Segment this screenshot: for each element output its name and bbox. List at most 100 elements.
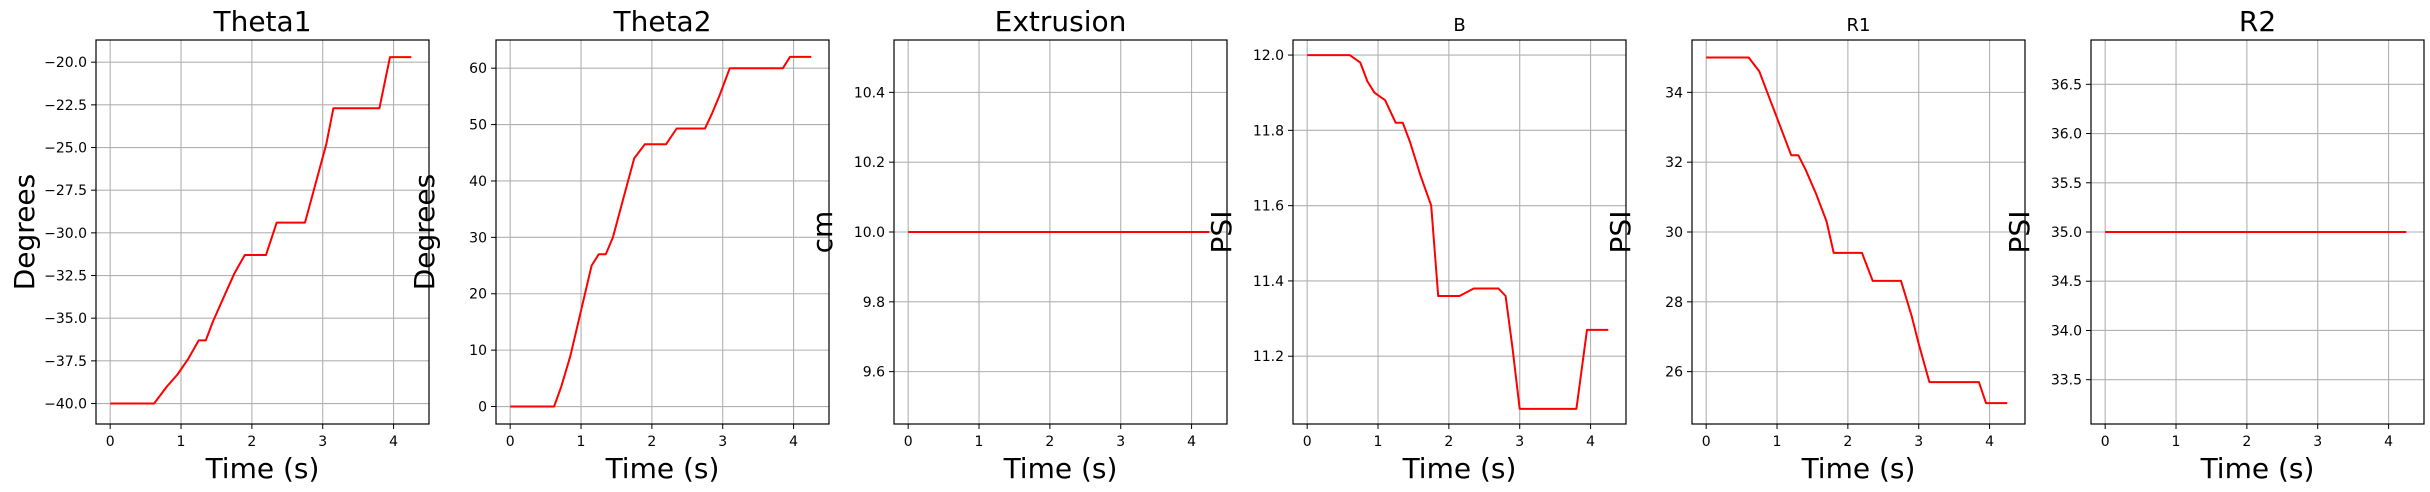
x-tick-label: 1 xyxy=(577,434,586,450)
y-tick-label: −35.0 xyxy=(44,311,87,327)
x-axis-label: Time (s) xyxy=(2200,452,2315,485)
x-tick-label: 0 xyxy=(506,434,515,450)
y-axis-label: Degrees xyxy=(408,174,441,291)
y-tick-label: 9.8 xyxy=(863,295,885,311)
x-tick-label: 2 xyxy=(2242,434,2251,450)
y-tick-label: −30.0 xyxy=(44,226,87,242)
y-tick-label: 60 xyxy=(469,61,487,77)
x-axis-label: Time (s) xyxy=(1003,452,1118,485)
y-tick-label: 20 xyxy=(469,287,487,303)
y-tick-label: 28 xyxy=(1665,295,1683,311)
x-tick-label: 4 xyxy=(389,434,398,450)
x-axis-label: Time (s) xyxy=(1801,452,1916,485)
y-tick-label: 12.0 xyxy=(1253,48,1284,64)
panel-title: Extrusion xyxy=(995,5,1127,38)
y-axis-label: PSI xyxy=(1604,211,1637,254)
y-tick-label: 30 xyxy=(1665,225,1683,241)
panel-1: 0 1 2 3 4 −40.0 −37.5 −35.0 −32.5 −30.0 −27.5 −25.0… xyxy=(8,5,430,485)
x-tick-label: 4 xyxy=(789,434,798,450)
panel-title: Theta1 xyxy=(212,5,311,38)
x-tick-label: 4 xyxy=(1985,434,1994,450)
y-axis-label: PSI xyxy=(1205,211,1238,254)
panel-4: 0 1 2 3 4 11.2 11.4 11.6 11.8 12.0 B Time (s) PSI xyxy=(1205,15,1627,485)
x-tick-label: 2 xyxy=(247,434,256,450)
panel-title: B xyxy=(1453,15,1465,36)
plot-frame xyxy=(1292,39,1627,425)
y-tick-label: 34.0 xyxy=(2051,323,2082,339)
series-line xyxy=(110,56,412,405)
y-tick-label: 26 xyxy=(1665,365,1683,381)
x-tick-label: 2 xyxy=(647,434,656,450)
y-tick-label: 30 xyxy=(469,230,487,246)
series-line xyxy=(1706,56,2008,405)
x-tick-label: 0 xyxy=(106,434,115,450)
plot-frame xyxy=(495,39,830,425)
x-tick-label: 3 xyxy=(718,434,727,450)
x-tick-label: 0 xyxy=(1303,434,1312,450)
y-axis-label: PSI xyxy=(2003,211,2036,254)
x-axis-label: Time (s) xyxy=(605,452,720,485)
x-tick-label: 3 xyxy=(2313,434,2322,450)
y-tick-label: 36.5 xyxy=(2051,77,2082,93)
x-tick-label: 4 xyxy=(1586,434,1595,450)
y-tick-label: −22.5 xyxy=(44,98,87,114)
y-tick-label: 36.0 xyxy=(2051,127,2082,143)
y-tick-label: 10.0 xyxy=(854,225,885,241)
y-tick-label: −25.0 xyxy=(44,141,87,157)
y-tick-label: −27.5 xyxy=(44,183,87,199)
y-tick-label: 0 xyxy=(478,400,487,416)
panel-3: 0 1 2 3 4 9.6 9.8 10.0 10.2 10.4 Extrusion Time (s)… xyxy=(806,5,1228,485)
y-tick-label: −32.5 xyxy=(44,269,87,285)
panel-title: R1 xyxy=(1847,15,1871,36)
y-tick-label: −20.0 xyxy=(44,55,87,71)
x-tick-label: 4 xyxy=(1187,434,1196,450)
y-tick-label: 10.4 xyxy=(854,85,885,101)
x-tick-label: 2 xyxy=(1444,434,1453,450)
y-tick-label: 34.5 xyxy=(2051,274,2082,290)
y-tick-label: 9.6 xyxy=(863,365,885,381)
x-tick-label: 1 xyxy=(2172,434,2181,450)
y-tick-label: 35.0 xyxy=(2051,225,2082,241)
y-tick-label: −40.0 xyxy=(44,397,87,413)
x-axis-label: Time (s) xyxy=(1402,452,1517,485)
x-tick-label: 3 xyxy=(1515,434,1524,450)
x-tick-label: 1 xyxy=(975,434,984,450)
plot-frame xyxy=(95,39,430,425)
y-tick-label: 33.5 xyxy=(2051,373,2082,389)
y-tick-label: 32 xyxy=(1665,155,1683,171)
panel-6: 0 1 2 3 4 33.5 34.0 34.5 35.0 35.5 36.0 36.5 R2 Time … xyxy=(2003,5,2425,485)
y-tick-label: 11.8 xyxy=(1253,123,1284,139)
y-tick-label: 50 xyxy=(469,118,487,134)
x-tick-label: 3 xyxy=(1116,434,1125,450)
y-tick-label: 35.5 xyxy=(2051,176,2082,192)
panel-title: R2 xyxy=(2239,5,2276,38)
x-tick-label: 1 xyxy=(1374,434,1383,450)
x-tick-label: 0 xyxy=(2101,434,2110,450)
y-axis-label: cm xyxy=(806,211,839,254)
y-tick-label: 40 xyxy=(469,174,487,190)
y-tick-label: −37.5 xyxy=(44,354,87,370)
y-tick-label: 34 xyxy=(1665,85,1683,101)
x-tick-label: 3 xyxy=(1914,434,1923,450)
x-tick-label: 3 xyxy=(318,434,327,450)
y-tick-label: 11.2 xyxy=(1253,349,1284,365)
y-tick-label: 11.6 xyxy=(1253,199,1284,215)
y-tick-label: 11.4 xyxy=(1253,274,1284,290)
series-line xyxy=(510,55,812,408)
x-tick-label: 1 xyxy=(177,434,186,450)
x-tick-label: 4 xyxy=(2384,434,2393,450)
x-axis-label: Time (s) xyxy=(205,452,320,485)
x-tick-label: 2 xyxy=(1045,434,1054,450)
x-tick-label: 0 xyxy=(904,434,913,450)
x-tick-label: 1 xyxy=(1773,434,1782,450)
y-axis-label: Degrees xyxy=(8,174,41,291)
series-line xyxy=(1307,54,1609,410)
y-tick-label: 10 xyxy=(469,343,487,359)
x-tick-label: 0 xyxy=(1702,434,1711,450)
panel-title: Theta2 xyxy=(612,5,711,38)
x-tick-label: 2 xyxy=(1843,434,1852,450)
y-tick-label: 10.2 xyxy=(854,155,885,171)
